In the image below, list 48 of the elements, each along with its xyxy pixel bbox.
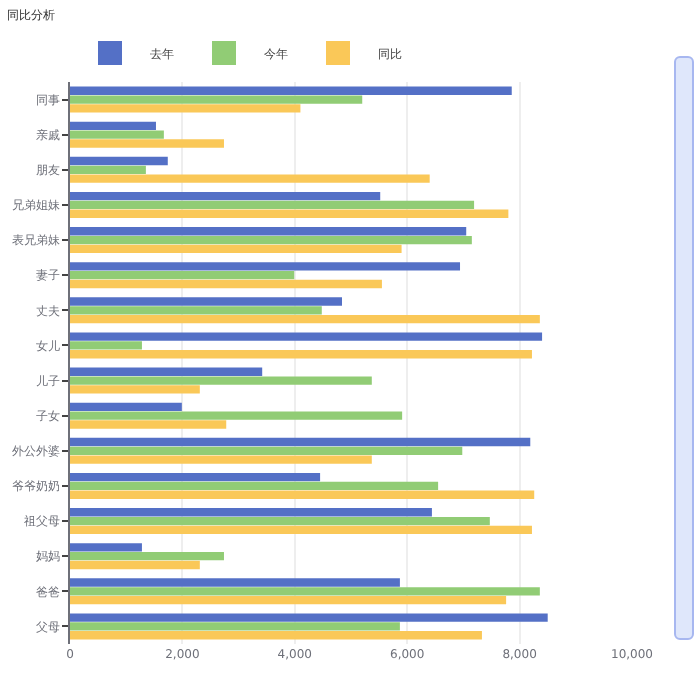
bar bbox=[70, 332, 543, 341]
bar bbox=[70, 139, 224, 148]
bar bbox=[70, 420, 227, 429]
bar bbox=[70, 227, 467, 236]
bar bbox=[70, 314, 540, 324]
bar bbox=[70, 200, 475, 210]
bar bbox=[70, 411, 403, 420]
bar bbox=[70, 341, 142, 350]
bar bbox=[70, 262, 461, 271]
bar bbox=[70, 525, 532, 535]
bar bbox=[70, 156, 168, 166]
bar bbox=[70, 622, 400, 631]
bar bbox=[70, 595, 507, 605]
bar bbox=[70, 587, 540, 596]
bar bbox=[70, 508, 432, 517]
bar bbox=[70, 367, 263, 376]
bar bbox=[70, 130, 164, 139]
bar bbox=[70, 446, 463, 455]
bar bbox=[70, 121, 156, 131]
bar bbox=[70, 385, 200, 394]
bar bbox=[70, 350, 532, 359]
bar bbox=[70, 244, 402, 254]
bar bbox=[70, 104, 301, 113]
bar bbox=[70, 271, 295, 280]
bar bbox=[70, 174, 430, 183]
bar bbox=[70, 516, 490, 526]
bar bbox=[70, 191, 381, 201]
bar bbox=[70, 209, 509, 218]
bar bbox=[70, 543, 142, 552]
bar bbox=[70, 560, 200, 570]
bar bbox=[70, 613, 548, 622]
bar bbox=[70, 297, 342, 306]
bar bbox=[70, 402, 182, 412]
bar bbox=[70, 235, 472, 245]
bar bbox=[70, 455, 372, 464]
bar bbox=[70, 578, 400, 587]
bar bbox=[70, 472, 321, 482]
bar bbox=[70, 95, 363, 104]
bar bbox=[70, 165, 146, 174]
bar bbox=[70, 481, 439, 491]
bar bbox=[70, 631, 482, 640]
bar bbox=[70, 306, 322, 315]
bar bbox=[70, 86, 512, 95]
bar bbox=[70, 490, 535, 499]
bar bbox=[70, 279, 382, 289]
bar bbox=[70, 552, 224, 561]
bar bbox=[70, 376, 372, 385]
bar bbox=[70, 437, 531, 447]
